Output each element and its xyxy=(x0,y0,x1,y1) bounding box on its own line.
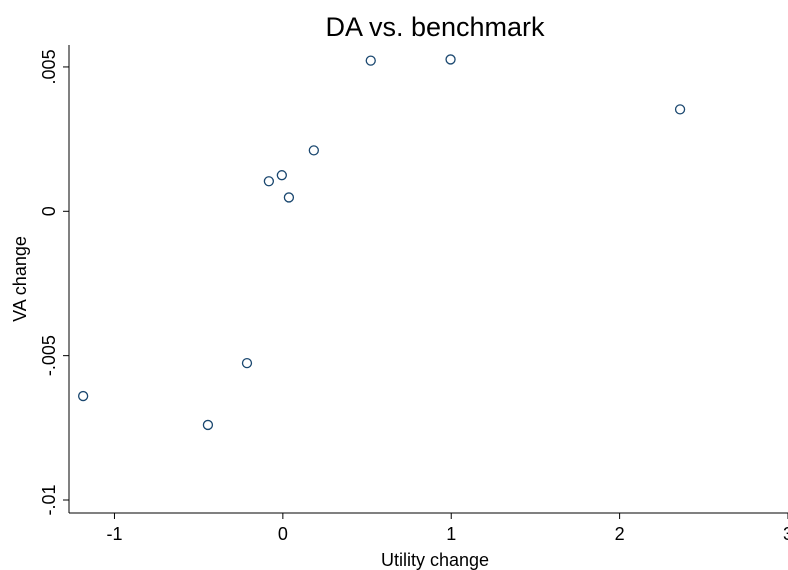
point xyxy=(241,358,253,369)
chart-title: DA vs. benchmark xyxy=(325,12,545,42)
y-tick-label: -.01 xyxy=(39,484,59,515)
x-tick-label: 2 xyxy=(615,524,625,544)
y-tick-label: .005 xyxy=(39,49,59,84)
x-tick-label: 1 xyxy=(446,524,456,544)
point xyxy=(77,390,89,402)
point xyxy=(674,104,686,115)
point xyxy=(445,54,456,65)
x-tick-label: 0 xyxy=(278,524,288,544)
point xyxy=(283,192,295,203)
point xyxy=(202,419,214,431)
x-axis-label: Utility change xyxy=(381,550,489,570)
x-tick-label: -1 xyxy=(106,524,122,544)
y-tick-label: 0 xyxy=(39,206,59,216)
point xyxy=(365,55,376,66)
point xyxy=(263,176,275,187)
x-tick-label: 3 xyxy=(783,524,788,544)
point xyxy=(276,170,287,181)
point xyxy=(308,145,319,156)
y-tick-label: -.005 xyxy=(39,335,59,376)
y-axis-label: VA change xyxy=(10,236,30,322)
